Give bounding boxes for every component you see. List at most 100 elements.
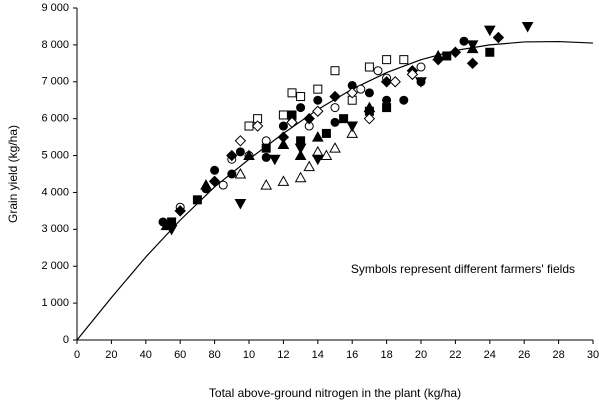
point xyxy=(277,138,290,149)
point xyxy=(432,53,444,66)
y-tick-label: 5 000 xyxy=(41,149,69,161)
x-tick-label: 80 xyxy=(208,349,220,361)
y-tick-label: 6 000 xyxy=(41,113,69,125)
point xyxy=(165,224,178,236)
y-tick-label: 3 000 xyxy=(41,223,69,235)
point xyxy=(234,167,247,179)
point xyxy=(243,149,255,161)
point xyxy=(483,25,496,37)
point xyxy=(399,95,409,105)
point xyxy=(449,46,462,58)
point xyxy=(287,88,297,98)
point xyxy=(382,55,392,65)
point xyxy=(294,149,307,161)
y-tick-label: 8 000 xyxy=(41,39,69,51)
point xyxy=(303,112,315,125)
point xyxy=(311,131,324,142)
point xyxy=(200,179,212,190)
point xyxy=(380,76,393,88)
point xyxy=(251,120,264,132)
point xyxy=(346,87,358,99)
point xyxy=(389,76,401,88)
point xyxy=(234,199,247,210)
x-tick-label: 12 xyxy=(277,349,289,361)
point xyxy=(277,131,290,143)
point xyxy=(466,57,479,70)
point xyxy=(296,136,306,146)
x-tick-label: 10 xyxy=(243,349,255,361)
y-tick-label: 7 000 xyxy=(41,76,69,88)
point xyxy=(329,142,341,153)
point xyxy=(364,88,374,98)
point xyxy=(277,175,290,186)
point xyxy=(261,136,271,146)
point xyxy=(373,66,383,76)
point xyxy=(311,145,324,157)
x-tick-label: 30 xyxy=(587,349,599,361)
point xyxy=(296,92,306,102)
point xyxy=(382,95,392,105)
point xyxy=(466,40,479,51)
point xyxy=(339,114,349,124)
point xyxy=(303,160,316,172)
x-tick-label: 20 xyxy=(415,349,427,361)
point xyxy=(330,66,340,76)
x-tick-label: 22 xyxy=(449,349,461,361)
point xyxy=(286,116,298,129)
point xyxy=(320,149,333,161)
x-tick-label: 0 xyxy=(74,349,80,361)
point xyxy=(294,171,307,183)
point xyxy=(363,101,376,113)
y-tick-label: 1 000 xyxy=(41,297,69,309)
x-tick-label: 16 xyxy=(346,349,358,361)
point xyxy=(235,147,245,157)
fit-curve xyxy=(76,40,594,341)
point xyxy=(294,143,307,155)
point xyxy=(442,51,452,61)
point xyxy=(278,121,288,131)
point xyxy=(244,121,254,131)
point xyxy=(218,180,228,190)
point xyxy=(226,149,238,162)
y-axis-label: Grain yield (kg/ha) xyxy=(6,125,20,223)
point xyxy=(312,105,324,117)
point xyxy=(311,154,324,166)
point xyxy=(363,112,376,125)
x-tick-label: 14 xyxy=(312,349,324,361)
x-tick-label: 26 xyxy=(518,349,530,361)
x-tick-label: 24 xyxy=(484,349,496,361)
point xyxy=(415,77,427,88)
x-tick-label: 18 xyxy=(380,349,392,361)
y-tick-label: 9 000 xyxy=(41,2,69,14)
point xyxy=(260,179,273,190)
point xyxy=(174,205,186,217)
point xyxy=(208,175,221,188)
point xyxy=(192,195,202,205)
x-tick-label: 20 xyxy=(105,349,117,361)
point xyxy=(346,127,359,138)
point xyxy=(485,47,495,57)
point xyxy=(406,68,419,81)
point xyxy=(459,36,469,46)
point xyxy=(346,121,359,133)
x-tick-label: 28 xyxy=(552,349,564,361)
point xyxy=(227,169,237,179)
point xyxy=(364,62,374,72)
x-tick-label: 60 xyxy=(174,349,186,361)
point xyxy=(210,165,220,175)
point xyxy=(261,152,271,162)
point xyxy=(261,143,271,153)
point xyxy=(521,21,534,33)
point xyxy=(399,55,409,65)
point xyxy=(382,103,392,113)
point xyxy=(321,128,331,138)
point xyxy=(329,90,341,103)
point xyxy=(278,110,288,120)
point xyxy=(268,154,281,166)
point xyxy=(330,103,340,113)
y-tick-label: 2 000 xyxy=(41,260,69,272)
y-tick-label: 0 xyxy=(63,334,69,346)
point xyxy=(313,95,323,105)
point xyxy=(296,103,306,113)
